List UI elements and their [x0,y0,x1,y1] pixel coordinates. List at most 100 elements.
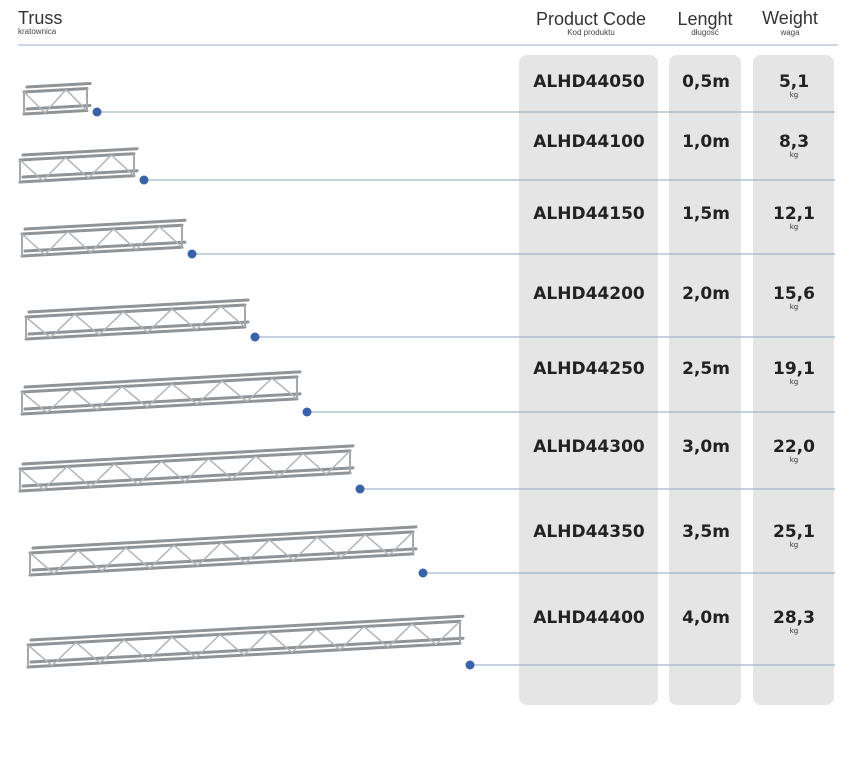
truss-chord [21,147,139,157]
length: 1,0m [682,132,730,152]
weight: 5,1 [779,72,809,92]
truss-image [20,370,302,416]
weight: 8,3 [779,132,809,152]
truss-diagonal [292,536,318,562]
weight-unit: kg [790,303,799,311]
truss-chord [22,109,89,116]
truss-diagonal [77,549,103,572]
header-code-sub: Kod produktu [567,28,615,37]
truss-diagonal [110,154,135,177]
weight-unit: kg [790,151,799,159]
truss-chord [22,87,89,94]
product-code: ALHD44050 [533,72,645,92]
header-length: Lenght [677,9,732,29]
truss-diagonal [411,623,437,646]
truss-diagonal [25,316,51,339]
row-dot [250,332,260,342]
truss-diagonal [125,547,151,569]
truss-diagonal [316,536,342,559]
truss-diagonal [388,531,414,556]
truss-chord [18,152,136,162]
truss-diagonal [65,89,88,112]
weight-unit: kg [790,378,799,386]
truss-diagonal [244,539,270,564]
truss-chord [18,174,136,184]
truss-chord [20,397,299,416]
truss-chord [20,223,184,236]
product-code: ALHD44150 [533,204,645,224]
row-dot [92,107,102,117]
truss-diagonal [291,628,317,654]
product-code: ALHD44200 [533,284,645,304]
truss-image [26,614,465,669]
length: 3,5m [682,522,730,542]
length: 4,0m [682,608,730,628]
truss-diagonal [149,544,175,569]
truss-chord [25,82,92,89]
row-dot [302,407,312,417]
truss-diagonal [246,377,273,403]
length: 3,0m [682,437,730,457]
truss-diagonal [171,636,197,659]
truss-chord [31,525,418,550]
product-code: ALHD44300 [533,437,645,457]
truss-diagonal [147,308,173,333]
truss-diagonal [208,458,233,480]
truss-diagonal [271,377,298,400]
truss-chord [21,444,355,466]
product-code: ALHD44100 [533,132,645,152]
truss-chord [21,466,355,488]
truss-diagonal [27,644,53,667]
truss-diagonal [302,452,327,475]
weight-unit: kg [790,91,799,99]
truss-diagonal [71,388,98,411]
truss-diagonal [19,468,45,491]
truss-diagonal [43,465,68,491]
truss-image [24,298,250,341]
truss-chord [29,614,465,642]
header-code: Product Code [536,9,646,29]
truss-diagonal [74,313,100,336]
weight: 28,3 [773,608,815,628]
truss-diagonal [46,388,73,414]
header-truss-sub: kratownica [18,27,57,36]
truss-diagonal [98,311,124,336]
header-weight: Weight [762,8,818,28]
truss-diagonal [122,311,149,333]
truss-diagonal [173,544,199,567]
truss-diagonal [44,89,67,114]
truss-chord [27,320,250,336]
truss-diagonal [21,391,48,414]
truss-diagonal [435,620,461,646]
truss-chord [24,303,247,319]
truss-diagonal [221,380,248,403]
truss-diagonal [135,225,160,251]
truss-diagonal [195,633,221,659]
column-bg [669,55,741,705]
row-dot [355,484,365,494]
truss-chord [27,298,250,314]
truss-image [20,218,187,258]
row-dot [187,249,197,259]
truss-chord [23,240,187,253]
column-bg [753,55,834,705]
truss-diagonal [268,539,294,562]
truss-image [18,444,355,493]
truss-diagonal [51,641,77,667]
truss-diagonal [171,383,198,405]
row-dot [418,568,428,578]
column-bg [519,55,658,705]
truss-diagonal [90,228,114,253]
weight: 15,6 [773,284,815,304]
truss-chord [18,449,352,471]
truss-chord [29,636,465,664]
truss-diagonal [87,154,112,179]
weight-unit: kg [790,456,799,464]
truss-diagonal [101,547,127,572]
truss-image [18,147,139,184]
length: 1,5m [682,204,730,224]
truss-diagonal [363,625,389,648]
weight-unit: kg [790,627,799,635]
truss-diagonal [195,305,222,331]
